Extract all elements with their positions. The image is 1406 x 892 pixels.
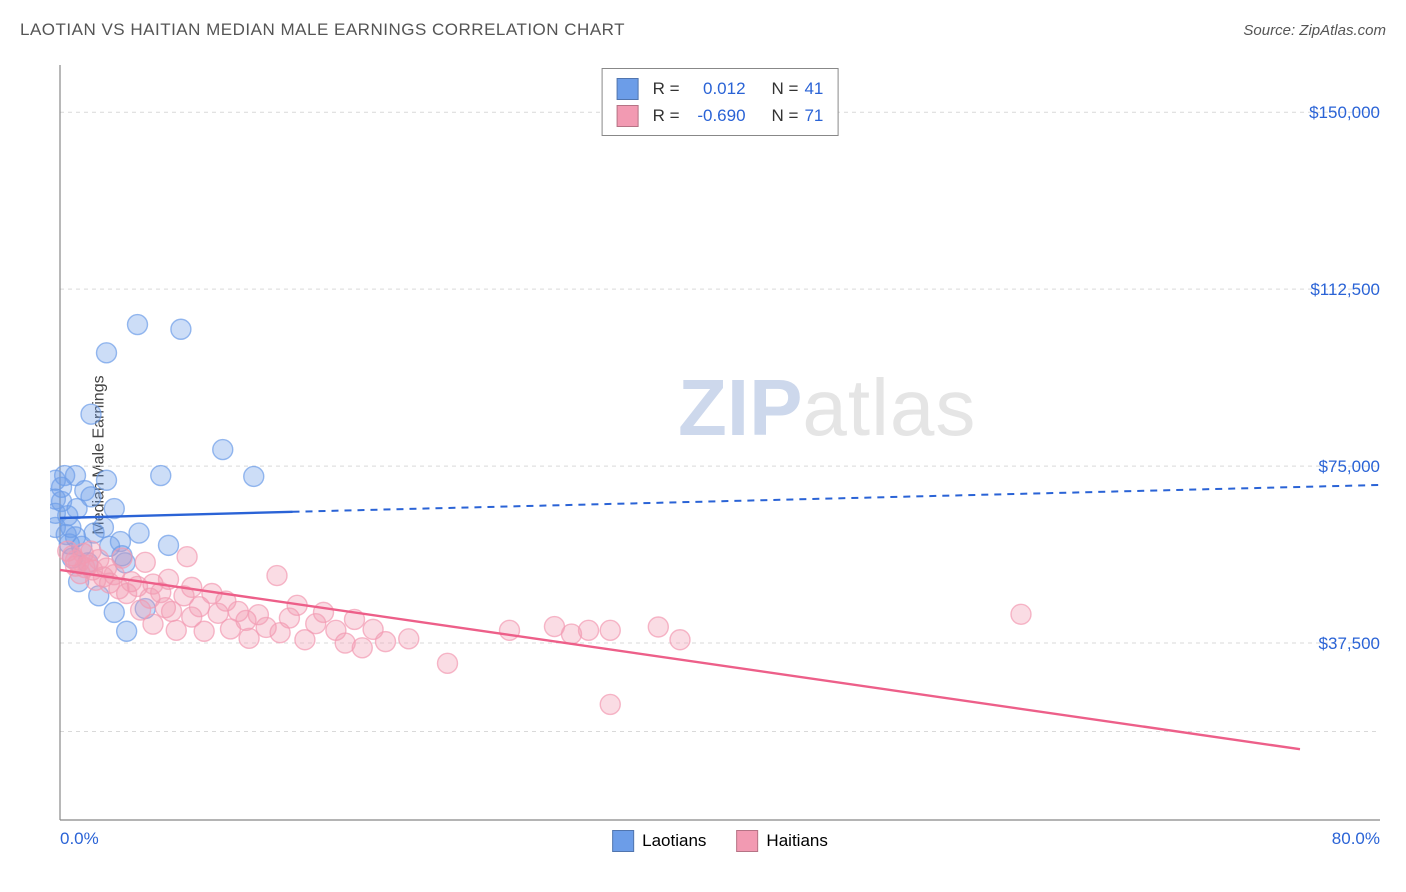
- stats-row-laotians: R = 0.012 N = 41: [617, 75, 824, 102]
- legend-label-laotians: Laotians: [642, 831, 706, 851]
- r-label: R =: [653, 75, 680, 102]
- swatch-haitians: [736, 830, 758, 852]
- scatter-plot: $37,500 $75,000 $112,500 $150,000 0.0% 80.0%: [50, 60, 1390, 850]
- stats-legend: R = 0.012 N = 41 R = -0.690 N = 71: [602, 68, 839, 136]
- n-label: N =: [772, 75, 799, 102]
- legend-item-laotians: Laotians: [612, 830, 706, 852]
- legend-item-haitians: Haitians: [736, 830, 827, 852]
- series-legend: Laotians Haitians: [612, 830, 828, 852]
- svg-text:80.0%: 80.0%: [1332, 829, 1380, 848]
- source-name: ZipAtlas.com: [1299, 22, 1386, 39]
- svg-text:$37,500: $37,500: [1319, 634, 1380, 653]
- swatch-laotians: [617, 78, 639, 100]
- chart-title: LAOTIAN VS HAITIAN MEDIAN MALE EARNINGS …: [20, 20, 625, 40]
- swatch-haitians: [617, 105, 639, 127]
- stats-row-haitians: R = -0.690 N = 71: [617, 102, 824, 129]
- n-value-haitians: 71: [804, 102, 823, 129]
- n-label: N =: [772, 102, 799, 129]
- chart-container: Median Male Earnings ZIPatlas $37,500$75…: [50, 60, 1390, 850]
- r-value-laotians: 0.012: [686, 75, 746, 102]
- source-credit: Source: ZipAtlas.com: [1243, 22, 1386, 39]
- source-prefix: Source:: [1243, 22, 1299, 39]
- svg-text:$112,500: $112,500: [1310, 280, 1380, 299]
- svg-text:$150,000: $150,000: [1309, 103, 1380, 122]
- r-value-haitians: -0.690: [686, 102, 746, 129]
- r-label: R =: [653, 102, 680, 129]
- svg-text:0.0%: 0.0%: [60, 829, 99, 848]
- n-value-laotians: 41: [804, 75, 823, 102]
- swatch-laotians: [612, 830, 634, 852]
- legend-label-haitians: Haitians: [766, 831, 827, 851]
- svg-text:$75,000: $75,000: [1319, 457, 1380, 476]
